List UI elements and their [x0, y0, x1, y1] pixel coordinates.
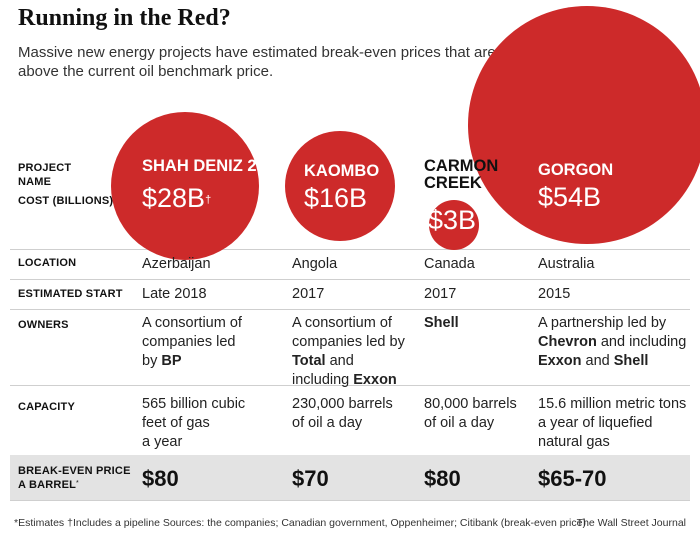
project-capacity: 15.6 million metric tons a year of liquef… [538, 396, 687, 450]
project-location: Azerbaijan [142, 256, 211, 272]
project-location: Australia [538, 256, 595, 272]
project-owners: A partnership led by Chevron and includin… [538, 315, 687, 369]
label-break-even-price: BREAK-EVEN PRICE [18, 465, 131, 477]
project-start: 2017 [292, 286, 325, 302]
break-even-value: $65-70 [538, 466, 607, 491]
cost-bubble [468, 6, 700, 244]
label-a-barrel: A BARREL* [18, 479, 79, 491]
label-capacity: CAPACITY [18, 401, 76, 413]
project-cost: $54B [538, 182, 602, 212]
subtitle-line-2: above the current oil benchmark price. [18, 63, 274, 80]
divider [10, 500, 690, 501]
project-name: SHAH DENIZ 2 [142, 157, 257, 175]
footnote-sources: *Estimates †Includes a pipeline Sources:… [14, 517, 586, 529]
project-location: Angola [292, 256, 338, 272]
project-owners: Shell [424, 315, 459, 331]
project-start: 2015 [538, 286, 571, 302]
subtitle-line-1: Massive new energy projects have estimat… [18, 44, 496, 61]
break-even-value: $80 [424, 466, 461, 491]
project-capacity: 230,000 barrels of oil a day [292, 396, 393, 431]
project-start: 2017 [424, 286, 457, 302]
label-project: PROJECT [18, 162, 72, 174]
cost-bubble [111, 112, 259, 260]
break-even-band [10, 455, 690, 500]
break-even-value: $70 [292, 466, 329, 491]
divider [10, 385, 690, 386]
project-name: KAOMBO [304, 162, 380, 180]
break-even-value: $80 [142, 466, 179, 491]
project-owners: A consortium of companies led by BP [142, 315, 242, 369]
cost-bubble [285, 131, 395, 241]
project-owners: A consortium of companies led by Total and… [292, 315, 405, 388]
chart-title: Running in the Red? [18, 5, 231, 31]
project-location: Canada [424, 256, 475, 272]
project-name: GORGON [538, 161, 614, 179]
footnote-publisher: The Wall Street Journal [576, 517, 686, 529]
divider [10, 249, 690, 250]
project-cost: $28B† [142, 183, 212, 213]
project-capacity: 80,000 barrels of oil a day [424, 396, 517, 431]
label-owners: OWNERS [18, 319, 69, 331]
cost-bubble [429, 200, 479, 250]
divider [10, 279, 690, 280]
label-location: LOCATION [18, 257, 77, 269]
project-start: Late 2018 [142, 286, 207, 302]
divider [10, 309, 690, 310]
label-name: NAME [18, 176, 52, 188]
project-capacity: 565 billion cubic feet of gas a year [142, 396, 246, 450]
project-cost: $3B [428, 205, 477, 235]
project-name: CREEK [424, 174, 482, 192]
label-cost: COST (BILLIONS)* [18, 195, 116, 207]
project-name: CARMON [424, 157, 499, 175]
project-cost: $16B [304, 183, 368, 213]
label-estimated-start: ESTIMATED START [18, 288, 123, 300]
